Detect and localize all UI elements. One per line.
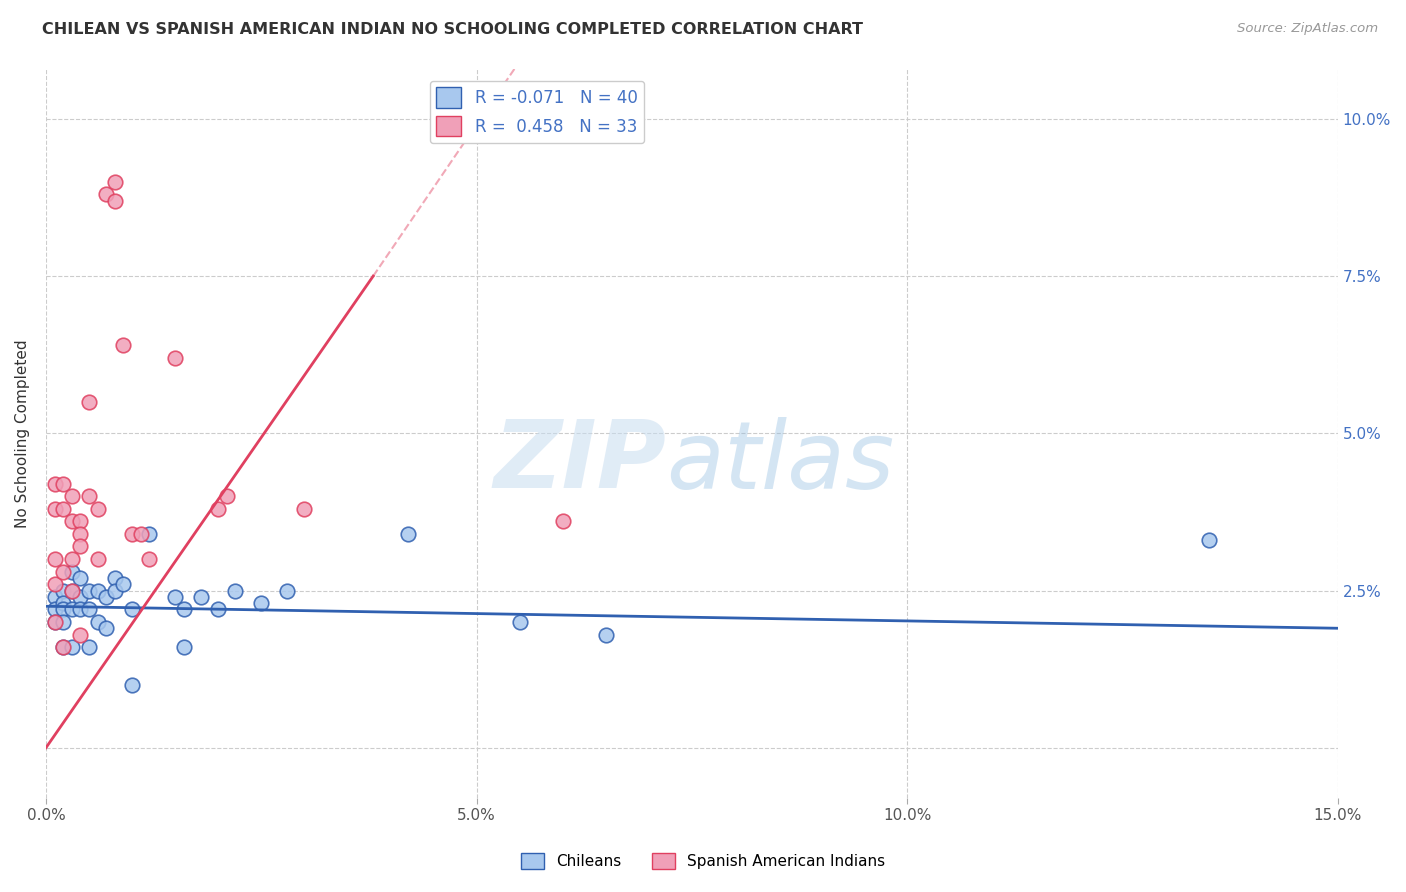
Point [173,640,195,654]
Point [96,187,118,202]
Point [173,602,195,616]
Point [207,602,229,616]
Point [138,527,160,541]
Point [77,602,100,616]
Point [60,583,83,598]
Point [77,640,100,654]
Point [165,351,187,365]
Text: atlas: atlas [666,417,894,508]
Point [86,615,108,629]
Point [207,501,229,516]
Text: ZIP: ZIP [494,417,666,508]
Point [86,583,108,598]
Point [77,489,100,503]
Point [69,590,91,604]
Point [509,615,531,629]
Point [44,577,66,591]
Text: Source: ZipAtlas.com: Source: ZipAtlas.com [1237,22,1378,36]
Point [104,571,127,585]
Text: CHILEAN VS SPANISH AMERICAN INDIAN NO SCHOOLING COMPLETED CORRELATION CHART: CHILEAN VS SPANISH AMERICAN INDIAN NO SC… [42,22,863,37]
Point [69,571,91,585]
Point [104,175,127,189]
Point [60,583,83,598]
Y-axis label: No Schooling Completed: No Schooling Completed [15,339,30,527]
Point [44,552,66,566]
Point [104,194,127,208]
Point [129,527,152,541]
Point [69,627,91,641]
Point [224,583,246,598]
Point [250,596,273,610]
Point [69,527,91,541]
Point [104,583,127,598]
Point [52,615,75,629]
Point [52,501,75,516]
Legend: Chileans, Spanish American Indians: Chileans, Spanish American Indians [515,847,891,875]
Point [60,514,83,528]
Point [292,501,315,516]
Point [96,590,118,604]
Point [60,552,83,566]
Point [551,514,574,528]
Point [52,602,75,616]
Point [112,577,135,591]
Point [276,583,298,598]
Point [44,590,66,604]
Point [77,583,100,598]
Point [44,501,66,516]
Point [60,602,83,616]
Point [1198,533,1220,548]
Legend: R = -0.071   N = 40, R =  0.458   N = 33: R = -0.071 N = 40, R = 0.458 N = 33 [430,80,644,143]
Point [77,394,100,409]
Point [86,501,108,516]
Point [215,489,238,503]
Point [138,552,160,566]
Point [44,615,66,629]
Point [44,602,66,616]
Point [44,615,66,629]
Point [52,565,75,579]
Point [121,602,143,616]
Point [86,552,108,566]
Point [69,540,91,554]
Point [52,476,75,491]
Point [60,640,83,654]
Point [121,678,143,692]
Point [69,514,91,528]
Point [190,590,212,604]
Point [396,527,419,541]
Point [69,602,91,616]
Point [60,489,83,503]
Point [165,590,187,604]
Point [121,527,143,541]
Point [52,596,75,610]
Point [52,640,75,654]
Point [112,338,135,352]
Point [44,476,66,491]
Point [52,583,75,598]
Point [96,621,118,635]
Point [595,627,617,641]
Point [60,565,83,579]
Point [52,640,75,654]
